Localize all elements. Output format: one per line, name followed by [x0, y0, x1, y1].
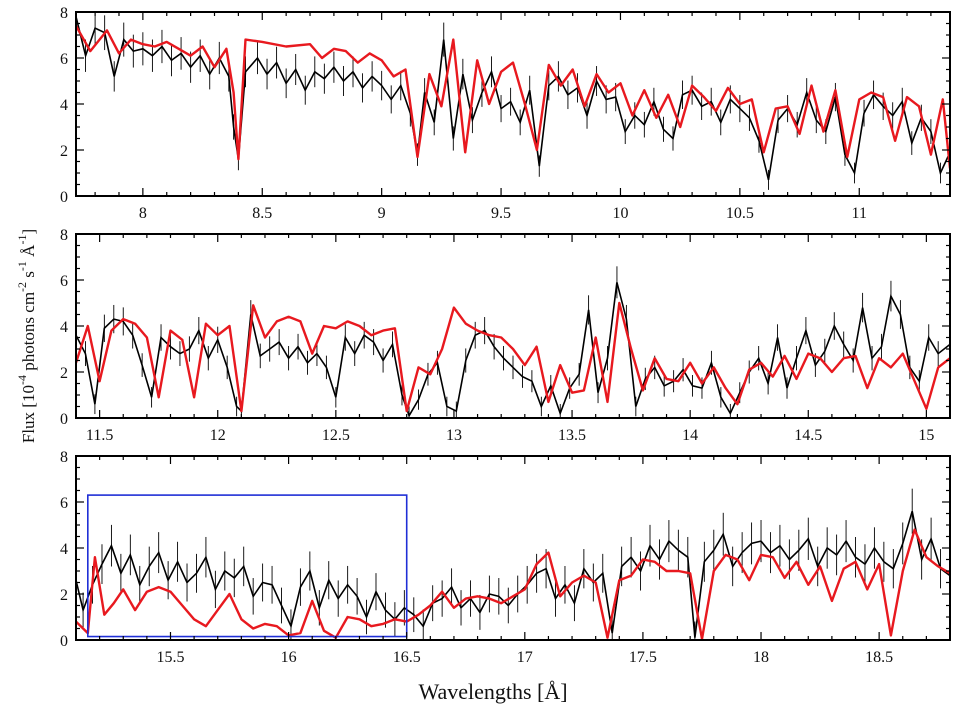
x-tick-label: 12 [210, 427, 226, 444]
x-tick-label: 15.5 [156, 649, 184, 666]
x-tick-label: 13 [446, 427, 462, 444]
panel-3: 15.5 16 16.5 17 17.5 18 18.5 0 2 4 6 8 [60, 449, 951, 666]
x-tick-label: 18 [753, 649, 769, 666]
data-series-line [76, 16, 950, 181]
y-tick-label: 6 [60, 495, 68, 512]
x-tick-label: 17.5 [629, 649, 657, 666]
x-tick-label: 8 [139, 205, 147, 222]
x-tick-label: 15 [918, 427, 934, 444]
data-series-line [76, 510, 950, 638]
x-tick-label: 13.5 [558, 427, 586, 444]
y-tick-label: 4 [60, 97, 68, 114]
panel-frame [75, 455, 951, 641]
y-tick-label: 2 [60, 587, 68, 604]
x-tick-label: 11 [852, 205, 867, 222]
x-tick-label: 10 [612, 205, 628, 222]
y-tick-label: 6 [60, 273, 68, 290]
y-axis-label: Flux [10-4 photons cm-2 s-1 Å-1] [15, 229, 38, 443]
panel-1-plot-area [76, 12, 950, 190]
panel-1: 8 8.5 9 9.5 10 10.5 11 0 2 4 6 8 [60, 5, 951, 222]
y-tick-label: 4 [60, 541, 68, 558]
x-tick-label: 17 [517, 649, 533, 666]
y-label-exp-2: -2 [15, 282, 29, 292]
model-series-line [76, 301, 950, 413]
y-tick-label: 6 [60, 51, 68, 68]
panel-frame [75, 11, 951, 197]
y-tick-label: 8 [60, 5, 68, 22]
x-tick-label: 16 [281, 649, 297, 666]
data-error-bars [76, 488, 950, 640]
y-tick-label: 2 [60, 365, 68, 382]
x-tick-label: 8.5 [252, 205, 272, 222]
x-tick-label: 9 [378, 205, 386, 222]
panel-3-plot-area [76, 488, 950, 640]
y-label-mid-3: Å [19, 244, 38, 261]
y-tick-label: 4 [60, 319, 68, 336]
panel-2: 11.5 12 12.5 13 13.5 14 14.5 15 0 2 4 6 8 [60, 227, 951, 444]
x-tick-label: 14 [682, 427, 698, 444]
x-tick-label: 16.5 [393, 649, 421, 666]
x-tick-label: 18.5 [865, 649, 893, 666]
data-error-bars [76, 266, 950, 418]
panel-2-plot-area [76, 266, 950, 418]
y-tick-label: 0 [60, 411, 68, 428]
x-tick-label: 11.5 [86, 427, 113, 444]
x-tick-label: 14.5 [794, 427, 822, 444]
y-tick-label: 8 [60, 449, 68, 466]
y-label-mid: photons cm [19, 292, 38, 375]
data-series-line [76, 282, 950, 418]
y-label-main: Flux [10 [19, 385, 38, 443]
y-label-end: ] [19, 229, 38, 235]
x-axis-label: Wavelengths [Å] [418, 679, 567, 704]
model-series-line [76, 528, 950, 640]
y-label-exp-1: -4 [15, 375, 29, 385]
y-label-exp-4: -1 [15, 235, 29, 245]
y-tick-label: 2 [60, 143, 68, 160]
highlight-box [87, 494, 408, 638]
x-tick-label: 9.5 [491, 205, 511, 222]
y-label-mid-2: s [19, 271, 38, 282]
y-tick-label: 8 [60, 227, 68, 244]
model-series-line [76, 25, 950, 169]
x-tick-label: 12.5 [322, 427, 350, 444]
y-tick-label: 0 [60, 633, 68, 650]
y-label-exp-3: -1 [15, 261, 29, 271]
data-error-bars [76, 12, 950, 190]
y-tick-label: 0 [60, 189, 68, 206]
x-tick-label: 10.5 [726, 205, 754, 222]
